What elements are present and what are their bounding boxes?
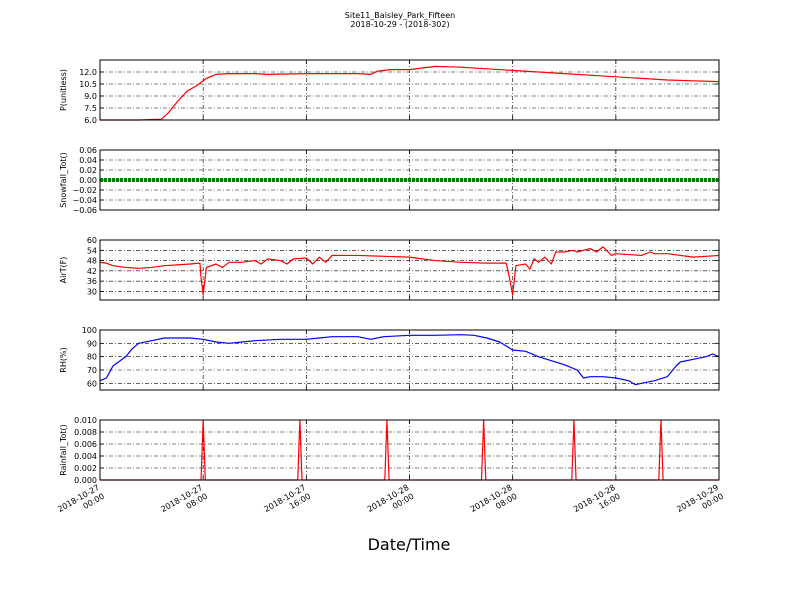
- xtick-label: 2018-10-2716:00: [263, 483, 313, 523]
- panel-5-frame: [99, 419, 720, 481]
- panel-3-ytick-label: 48: [87, 257, 97, 266]
- figure-title-line1: Site11_Baisley_Park_Fifteen: [344, 11, 456, 20]
- panel-4-series-line: [99, 334, 720, 386]
- panel-4-frame: [99, 329, 720, 391]
- panel-4-ytick-label: 60: [87, 379, 97, 388]
- panel-4-ytick-label: 100: [82, 326, 97, 335]
- panel-2-ytick-label: 0.02: [79, 166, 97, 175]
- panel-1-frame: [99, 59, 720, 121]
- panel-3-ytick-label: 54: [87, 246, 97, 255]
- figure-title-line2: 2018-10-29 - (2018-302): [350, 20, 450, 29]
- xtick-label: 2018-10-2708:00: [159, 483, 209, 523]
- panel-3-frame: [99, 239, 720, 301]
- panel-2-ytick-label: −0.02: [72, 186, 97, 195]
- panel-5-ytick-label: 0.006: [74, 440, 97, 449]
- panel-5-ytick-label: 0.008: [74, 428, 97, 437]
- figure-title: Site11_Baisley_Park_Fifteen 2018-10-29 -…: [0, 11, 800, 29]
- xtick-label: 2018-10-2816:00: [572, 483, 622, 523]
- panel-2-ytick-label: −0.04: [72, 196, 97, 205]
- panel-3-series-line: [99, 246, 720, 296]
- xtick-label: 2018-10-2800:00: [366, 483, 416, 523]
- xtick-label: 2018-10-2900:00: [675, 483, 725, 523]
- panel-4-ytick-label: 70: [87, 366, 97, 375]
- panel-2-ytick-label: 0.04: [79, 156, 97, 165]
- panel-3-ytick-label: 42: [87, 267, 97, 276]
- panel-5-ytick-label: 0.004: [74, 452, 97, 461]
- panel-3-ytick-label: 60: [87, 236, 97, 245]
- panel-5-ytick-label: 0.000: [74, 476, 97, 485]
- panel-1-ytick-label: 10.5: [79, 80, 97, 89]
- panel-4-ytick-label: 80: [87, 353, 97, 362]
- panel-2-ytick-label: 0.00: [79, 176, 97, 185]
- panel-3-ylabel: AirT(F): [59, 257, 68, 284]
- panel-1-series-line: [100, 65, 720, 121]
- xtick-label: 2018-10-2808:00: [469, 483, 519, 523]
- x-axis-label: Date/Time: [368, 535, 451, 554]
- panel-1-ytick-label: 7.5: [84, 104, 97, 113]
- panel-1-ytick-label: 6.0: [84, 116, 97, 125]
- panel-3-ytick-label: 36: [87, 277, 97, 286]
- panel-2-ytick-label: 0.06: [79, 146, 97, 155]
- xtick-label: 2018-10-2700:00: [56, 483, 106, 523]
- panel-4-ytick-label: 90: [87, 339, 97, 348]
- panel-1-ylabel: P(unitless): [59, 69, 68, 111]
- panel-1-ytick-label: 12.0: [79, 68, 97, 77]
- panel-2-ylabel: Snowfall_Tot(): [59, 152, 68, 208]
- panel-5-ytick-label: 0.002: [74, 464, 97, 473]
- panel-3-ytick-label: 30: [87, 287, 97, 296]
- panel-5-ytick-label: 0.010: [74, 416, 97, 425]
- panel-2-frame: [99, 149, 720, 211]
- panel-2-ytick-label: −0.06: [72, 206, 97, 215]
- panel-5-ylabel: Rainfall_Tot(): [59, 424, 68, 476]
- panel-4-ylabel: RH(%): [59, 347, 68, 372]
- panel-1-ytick-label: 9.0: [84, 92, 97, 101]
